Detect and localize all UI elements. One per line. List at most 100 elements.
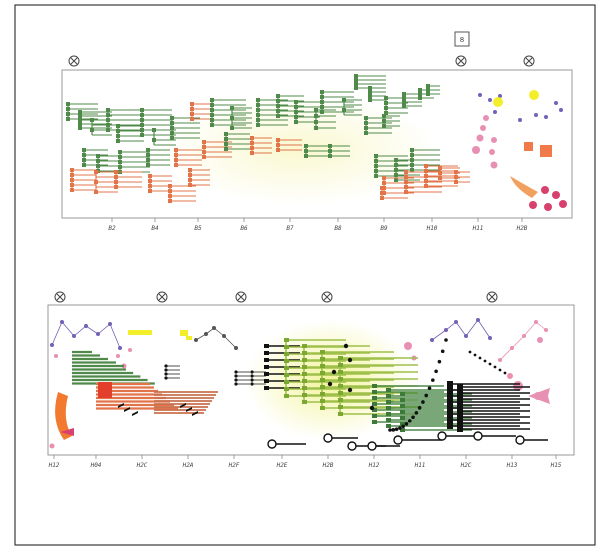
cluster-note	[394, 173, 398, 177]
curve-dot	[431, 378, 435, 382]
zigzag-note	[544, 328, 548, 332]
cluster-note	[314, 120, 318, 124]
staff-note	[457, 408, 463, 414]
cluster-note	[338, 405, 343, 409]
system-top-staves	[66, 74, 470, 203]
curve-dot	[391, 428, 396, 432]
staff-note	[264, 379, 269, 383]
cluster-note	[384, 96, 388, 100]
system-bottom-ticks: H12 H04 H2C H2A H2F H2E H2B H12 H11 H2C H13 H15	[48, 455, 562, 469]
cluster-note	[70, 178, 74, 182]
cluster-note	[230, 126, 234, 130]
cluster-note	[372, 420, 377, 424]
cluster-note	[454, 180, 458, 184]
cluster-note	[386, 394, 391, 398]
cluster-note	[368, 94, 372, 98]
zigzag-note	[96, 332, 100, 336]
tick-label: H04	[90, 462, 102, 469]
cluster-note	[146, 153, 150, 157]
zigzag-note	[510, 346, 514, 350]
diag-dot	[498, 368, 502, 372]
cluster-note	[418, 96, 422, 100]
cluster-note	[210, 98, 214, 102]
cluster-note	[400, 404, 405, 408]
tick-label: B6	[240, 225, 248, 232]
cluster-note	[210, 108, 214, 112]
marker-bottom-1	[54, 291, 66, 303]
note-cluster	[190, 102, 212, 121]
cluster-note	[320, 399, 325, 403]
cluster-note	[210, 118, 214, 122]
note-head	[437, 431, 447, 441]
cluster-note	[374, 159, 378, 163]
cluster-note	[294, 105, 298, 109]
curve-dot	[424, 393, 429, 398]
staff-note	[447, 405, 453, 411]
cluster-note	[386, 418, 391, 422]
numbered-box: 8	[454, 31, 470, 47]
cluster-note	[284, 345, 289, 349]
note-cluster	[116, 124, 144, 143]
note-cluster	[328, 144, 350, 158]
cluster-note	[146, 148, 150, 152]
cluster-note	[394, 158, 398, 162]
cluster-note	[82, 148, 86, 152]
pink-dot	[490, 161, 498, 169]
cluster-note	[404, 175, 408, 179]
marker-top-1	[68, 55, 80, 67]
curve-dot	[437, 359, 442, 364]
staff-note	[250, 378, 254, 382]
cluster-note	[168, 194, 172, 198]
cluster-note	[354, 82, 358, 86]
cluster-note	[106, 128, 110, 132]
note-head	[347, 441, 357, 451]
orange-wedge	[510, 176, 538, 198]
yellow-blob	[493, 97, 503, 107]
purple-melody-right	[430, 318, 492, 342]
cluster-note	[276, 148, 280, 152]
curve-dot	[427, 386, 432, 390]
cluster-note	[276, 109, 280, 113]
curve-dot	[398, 426, 402, 430]
staff-note	[447, 381, 453, 387]
cluster-note	[170, 136, 174, 140]
tick-label: H11	[414, 462, 426, 469]
orange-block	[98, 382, 112, 398]
cluster-note	[454, 175, 458, 179]
orange-bars	[96, 382, 178, 410]
cluster-note	[140, 108, 144, 112]
cluster-note	[404, 185, 408, 189]
cluster-note	[418, 92, 422, 96]
note-cluster	[250, 136, 272, 155]
pink-dot	[476, 134, 484, 142]
cluster-note	[118, 155, 122, 159]
cluster-note	[384, 111, 388, 115]
cluster-note	[320, 385, 325, 389]
cluster-note	[284, 338, 289, 342]
pink-melody-right	[498, 320, 548, 362]
cluster-note	[284, 352, 289, 356]
pink-dot	[491, 137, 497, 143]
cluster-note	[190, 102, 194, 106]
cluster-note	[66, 107, 70, 111]
tick-label: H2B	[322, 462, 334, 469]
cluster-note	[170, 116, 174, 120]
note-cluster	[276, 94, 304, 118]
cluster-note	[386, 388, 391, 392]
curve-dot	[404, 422, 409, 426]
cluster-note	[364, 116, 368, 120]
purple-dot	[498, 94, 502, 98]
pink-dot	[128, 348, 132, 352]
cluster-note	[338, 363, 343, 367]
hatch-mark	[124, 407, 130, 412]
staff-note	[457, 426, 463, 432]
cluster-note	[250, 151, 254, 155]
cluster-note	[90, 118, 94, 122]
black-dot-diagonal	[468, 350, 507, 375]
zigzag-note	[60, 320, 64, 324]
cluster-note	[320, 378, 325, 382]
staff-note	[264, 351, 269, 355]
note-cluster	[276, 138, 302, 152]
cluster-note	[284, 380, 289, 384]
staff-note	[264, 372, 269, 376]
